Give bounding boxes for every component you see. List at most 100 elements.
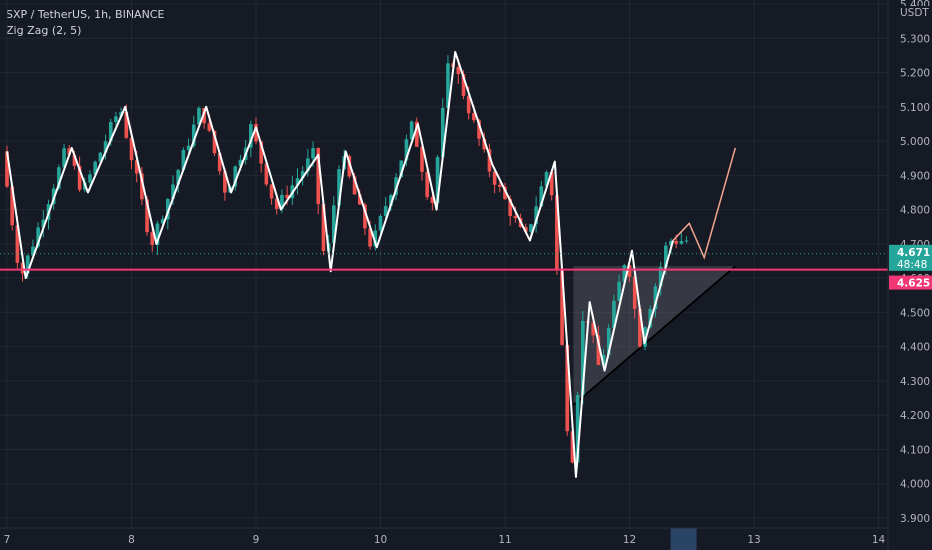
- candle-body: [212, 130, 217, 154]
- candle-body: [679, 240, 684, 244]
- candle-body: [477, 120, 481, 139]
- candle-body: [632, 276, 637, 309]
- candle-body: [352, 176, 357, 195]
- candle-body: [648, 309, 653, 328]
- projection-path[interactable]: [672, 147, 737, 260]
- candle-body: [67, 148, 72, 155]
- candle-body: [295, 178, 300, 186]
- candle-body: [581, 320, 585, 396]
- candle-body: [570, 431, 575, 463]
- x-axis-highlight: [670, 528, 697, 550]
- y-tick-label: 4.500: [900, 307, 930, 319]
- y-tick-label: 4.400: [900, 342, 930, 354]
- x-tick-label: 9: [253, 534, 260, 546]
- time-axis[interactable]: 7 8 9 10 11 12 13 14: [0, 527, 888, 546]
- current-price-value: 4.671: [897, 247, 930, 259]
- candle-body: [508, 199, 512, 217]
- currency-label: USDT: [900, 7, 929, 19]
- candle-body: [171, 184, 175, 199]
- candle-body: [181, 149, 186, 171]
- zigzag-indicator: [6, 50, 737, 478]
- y-tick-label: 5.100: [900, 102, 930, 114]
- candle-body: [10, 186, 14, 226]
- candle-body: [440, 107, 445, 158]
- candle-body: [269, 184, 274, 199]
- candle-body: [596, 335, 601, 365]
- x-tick-label: 7: [4, 534, 11, 546]
- candle-body: [409, 121, 414, 140]
- candle-body: [347, 156, 352, 177]
- candle-body: [404, 139, 409, 161]
- candle-body: [575, 395, 580, 463]
- candle-body: [565, 344, 570, 432]
- current-price-tag: [889, 244, 932, 271]
- y-tick-label: 4.300: [900, 376, 930, 388]
- candle-body: [373, 230, 378, 247]
- candle-body: [280, 194, 284, 209]
- x-tick-label: 10: [374, 534, 387, 546]
- candle-body: [249, 124, 253, 148]
- candle-body: [674, 240, 678, 244]
- candle-body: [549, 171, 554, 196]
- candle-body: [197, 107, 201, 125]
- candle-body: [5, 151, 9, 187]
- candle-body: [160, 219, 165, 224]
- x-tick-label: 8: [128, 534, 135, 546]
- candle-body: [617, 281, 621, 301]
- y-tick-label: 5.200: [900, 68, 930, 80]
- triangle-rising-trendline[interactable]: [572, 265, 736, 406]
- candle-body: [306, 158, 310, 172]
- candle-body: [544, 171, 549, 187]
- candle-body: [191, 124, 196, 146]
- candle-body: [316, 148, 321, 205]
- candle-body: [259, 141, 263, 164]
- candle-body: [254, 124, 258, 142]
- candle-body: [492, 171, 497, 185]
- candle-body: [415, 121, 419, 147]
- candle-body: [482, 138, 487, 150]
- candle-body: [627, 265, 632, 277]
- candle-body: [684, 240, 689, 242]
- candle-body: [264, 163, 269, 185]
- chart-grid: [0, 0, 888, 528]
- level-price-tag: [889, 275, 932, 290]
- candle-body: [658, 267, 663, 287]
- candle-body: [498, 184, 502, 187]
- candle-body: [446, 63, 450, 108]
- y-tick-label: 3.900: [900, 513, 930, 525]
- candle-body: [466, 95, 471, 114]
- candle-body: [643, 327, 647, 347]
- chart-symbol-title[interactable]: SXP / TetherUS, 1h, BINANCE: [6, 8, 165, 21]
- x-tick-label: 14: [872, 534, 886, 546]
- candle-countdown: 48:48: [897, 259, 927, 271]
- candle-body: [140, 173, 144, 200]
- candle-body: [612, 300, 616, 328]
- price-axis[interactable]: 3.9004.0004.1004.2004.3004.4004.5004.600…: [887, 0, 932, 550]
- y-tick-label: 4.800: [900, 205, 930, 217]
- candle-body: [145, 199, 149, 233]
- candle-body: [601, 355, 606, 365]
- zigzag-indicator-label[interactable]: Zig Zag (2, 5): [6, 24, 82, 37]
- x-tick-label: 11: [498, 534, 511, 546]
- candle-body: [155, 223, 160, 245]
- candle-body: [72, 154, 77, 166]
- candle-body: [25, 255, 30, 274]
- candle-body: [357, 194, 362, 205]
- candle-body: [487, 149, 492, 172]
- zigzag-line: [6, 50, 675, 478]
- candle-body: [300, 171, 305, 179]
- candle-body: [223, 171, 227, 193]
- candle-body: [41, 219, 46, 228]
- candle-body: [664, 245, 668, 268]
- candle-body: [311, 148, 315, 159]
- price-axis-bg: [888, 0, 932, 550]
- candle-body: [114, 116, 118, 122]
- candle-body: [653, 286, 658, 310]
- candle-body: [425, 171, 429, 198]
- y-tick-label: 4.000: [900, 479, 930, 491]
- candle-body: [124, 112, 129, 138]
- candle-body: [513, 216, 518, 219]
- candle-body: [622, 265, 627, 282]
